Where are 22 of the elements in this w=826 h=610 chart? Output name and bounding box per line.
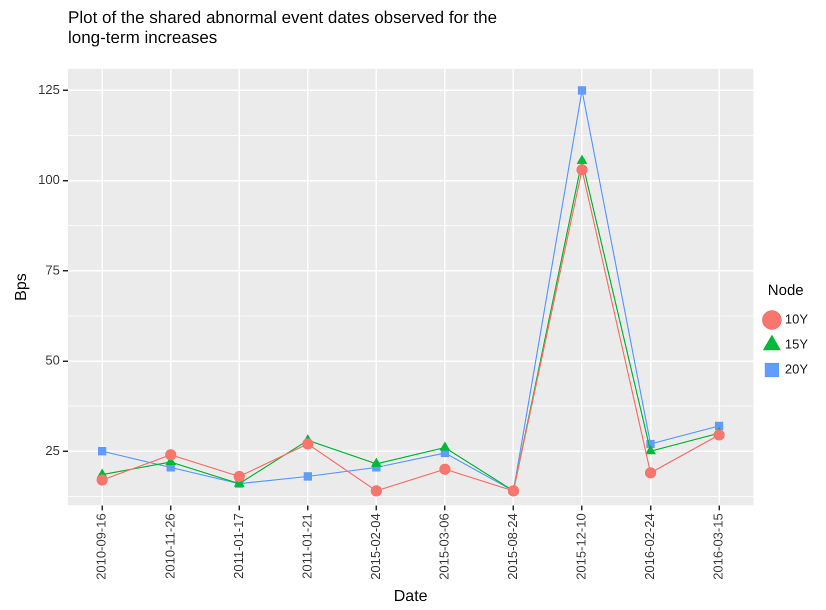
y-tick-label: 100: [38, 172, 60, 188]
y-axis-title: Bps: [13, 273, 30, 301]
legend-label: 15Y: [784, 336, 808, 352]
x-tick-label: 2016-02-24: [642, 513, 658, 580]
x-axis-title: Date: [394, 588, 428, 605]
x-tick-label: 2011-01-21: [299, 513, 314, 579]
y-tick-label: 50: [45, 352, 60, 368]
x-tick-label: 2015-03-06: [436, 513, 452, 580]
legend-label: 20Y: [784, 362, 808, 377]
y-tick-label: 125: [38, 82, 60, 98]
legend-title: Node: [768, 282, 804, 300]
y-tick-label: 75: [45, 262, 60, 278]
x-tick-label: 2015-12-10: [574, 513, 589, 580]
legend-label: 10Y: [784, 312, 808, 327]
x-tick-label: 2010-09-16: [94, 513, 109, 580]
x-tick-label: 2010-11-26: [162, 513, 178, 579]
x-tick-label: 2015-02-04: [368, 513, 383, 580]
y-tick-label: 25: [45, 442, 60, 458]
x-tick-label: 2011-01-17: [230, 513, 246, 579]
x-tick-label: 2015-08-24: [505, 513, 520, 580]
chart-title: Plot of the shared abnormal event dates observed for the long-term increases: [68, 8, 498, 48]
x-tick-label: 2016-03-15: [710, 513, 726, 580]
